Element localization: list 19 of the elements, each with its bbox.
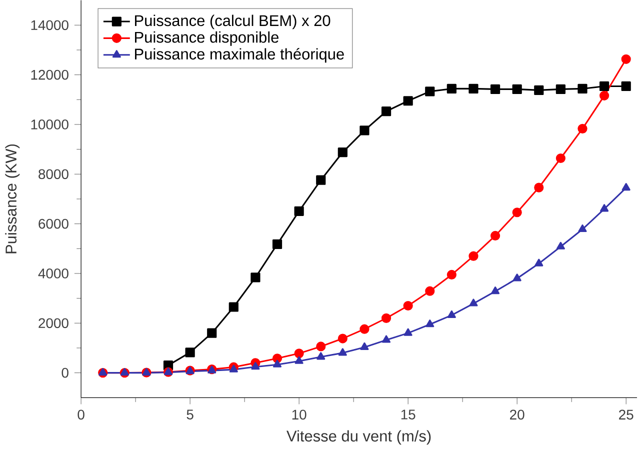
x-tick-label: 10 [292, 410, 306, 420]
y-tick-label: 8000 [38, 169, 68, 180]
x-tick-label: 20 [510, 410, 524, 420]
y-tick-label: 4000 [38, 268, 68, 279]
x-axis-title: Vitesse du vent (m/s) [286, 430, 431, 445]
y-tick-label: 2000 [38, 318, 68, 328]
x-tick-label: 0 [78, 410, 84, 420]
y-tick-label: 10000 [31, 120, 68, 130]
y-axis-title: Puissance (KW) [5, 144, 20, 254]
legend-label: Puissance (calcul BEM) x 20 [135, 14, 330, 30]
y-tick-label: 6000 [38, 218, 68, 229]
x-tick-label: 15 [401, 410, 416, 420]
legend-label: Puissance maximale théorique [135, 48, 344, 63]
x-tick-label: 25 [619, 410, 634, 420]
x-tick-label: 5 [186, 410, 194, 420]
y-tick-label: 14000 [31, 20, 68, 30]
y-tick-label: 0 [62, 368, 68, 378]
y-tick-label: 12000 [31, 70, 68, 80]
legend-label: Puissance disponible [135, 31, 278, 46]
